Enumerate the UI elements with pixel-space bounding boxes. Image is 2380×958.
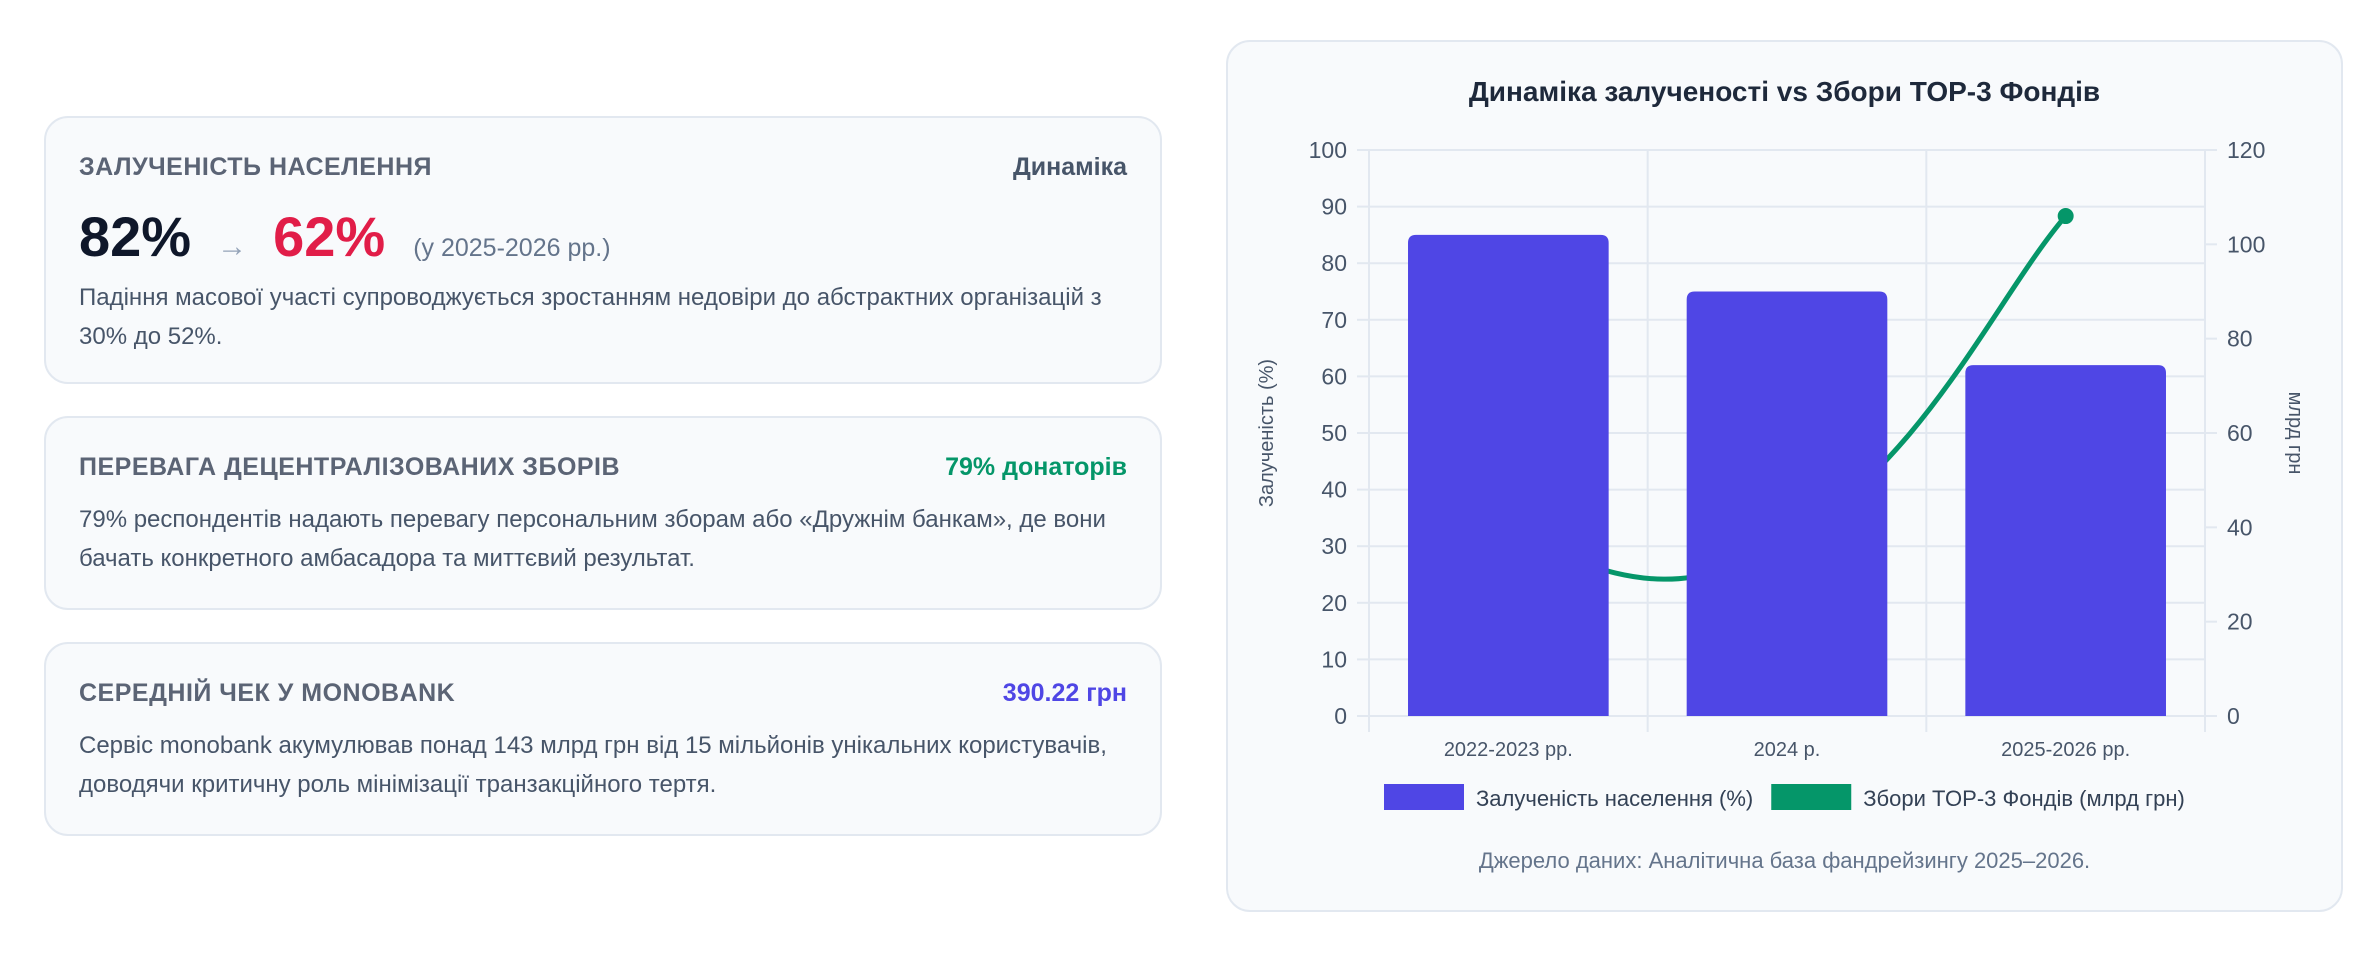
y2-tick-label: 60 <box>2227 420 2253 446</box>
bar <box>1965 365 2166 716</box>
y-tick-label: 30 <box>1321 533 1347 559</box>
monobank-card-header: СЕРЕДНІЙ ЧЕК У MONOBANK 390.22 грн <box>79 678 1127 708</box>
engagement-card-header: ЗАЛУЧЕНІСТЬ НАСЕЛЕННЯ Динаміка <box>79 152 1127 182</box>
y-axis-title: Залученість (%) <box>1256 359 1278 507</box>
monobank-card-text: Сервіс monobank акумулював понад 143 млр… <box>79 732 1107 798</box>
y2-tick-label: 40 <box>2227 514 2253 540</box>
decentralized-card-header: ПЕРЕВАГА ДЕЦЕНТРАЛІЗОВАНИХ ЗБОРІВ 79% до… <box>79 452 1127 482</box>
chart-title: Динаміка залученості vs Збори TOP-3 Фонд… <box>1468 76 2101 107</box>
y2-tick-label: 0 <box>2227 703 2240 729</box>
engagement-card-badge: Динаміка <box>1012 152 1127 181</box>
y-tick-label: 10 <box>1321 646 1347 672</box>
metric-to-value: 62% <box>273 205 386 268</box>
y2-tick-label: 20 <box>2227 609 2253 635</box>
chart-source: Джерело даних: Аналітична база фандрейзи… <box>1478 848 2091 873</box>
decentralized-card-title: ПЕРЕВАГА ДЕЦЕНТРАЛІЗОВАНИХ ЗБОРІВ <box>79 452 621 481</box>
y-tick-label: 80 <box>1321 250 1347 276</box>
y2-tick-label: 80 <box>2227 326 2253 352</box>
monobank-card-title: СЕРЕДНІЙ ЧЕК У MONOBANK <box>79 678 456 707</box>
y-tick-label: 90 <box>1321 194 1347 220</box>
y-tick-label: 0 <box>1334 703 1347 729</box>
y2-tick-label: 120 <box>2227 137 2265 163</box>
monobank-card: СЕРЕДНІЙ ЧЕК У MONOBANK 390.22 грн Серві… <box>44 642 1162 836</box>
engagement-card-text: Падіння масової участі супроводжується з… <box>79 284 1102 350</box>
engagement-card: ЗАЛУЧЕНІСТЬ НАСЕЛЕННЯ Динаміка 82% → 62%… <box>44 116 1162 384</box>
engagement-card-title: ЗАЛУЧЕНІСТЬ НАСЕЛЕННЯ <box>79 152 432 181</box>
y-tick-label: 70 <box>1321 307 1347 333</box>
arrow-right-icon: → <box>217 230 248 263</box>
y-tick-label: 60 <box>1321 363 1347 389</box>
legend-label: Залученість населення (%) <box>1476 786 1753 811</box>
decentralized-card: ПЕРЕВАГА ДЕЦЕНТРАЛІЗОВАНИХ ЗБОРІВ 79% до… <box>44 416 1162 610</box>
metric-from-value: 82% <box>79 205 192 268</box>
metric-period-note: (у 2025-2026 рр.) <box>413 234 611 262</box>
decentralized-card-badge: 79% донаторів <box>945 452 1127 481</box>
y2-axis-title: млрд грн <box>2284 392 2306 475</box>
legend-label: Збори TOP-3 Фондів (млрд грн) <box>1863 786 2185 811</box>
y-tick-label: 50 <box>1321 420 1347 446</box>
legend-swatch <box>1384 784 1464 810</box>
x-tick-label: 2025-2026 рр. <box>2001 739 2130 761</box>
decentralized-card-text: 79% респондентів надають перевагу персон… <box>79 506 1106 572</box>
x-tick-label: 2024 р. <box>1754 739 1821 761</box>
combo-chart: 0 10 20 30 40 50 60 70 80 90 100 0 20 40 60 80 100 120 Зал… <box>1256 137 2306 811</box>
y-tick-label: 20 <box>1321 590 1347 616</box>
legend-swatch <box>1771 784 1852 810</box>
y-tick-label: 40 <box>1321 477 1347 503</box>
line-point <box>2057 208 2074 225</box>
y2-tick-label: 100 <box>2227 231 2265 257</box>
bar <box>1686 291 1888 716</box>
bar <box>1408 234 1609 716</box>
monobank-card-badge: 390.22 грн <box>1002 678 1127 707</box>
engagement-metric: 82% → 62% (у 2025-2026 рр.) <box>79 204 611 268</box>
chart-card: Динаміка залученості vs Збори TOP-3 Фонд… <box>1226 40 2343 912</box>
x-tick-label: 2022-2023 рр. <box>1444 739 1573 761</box>
y-tick-label: 100 <box>1309 137 1347 163</box>
